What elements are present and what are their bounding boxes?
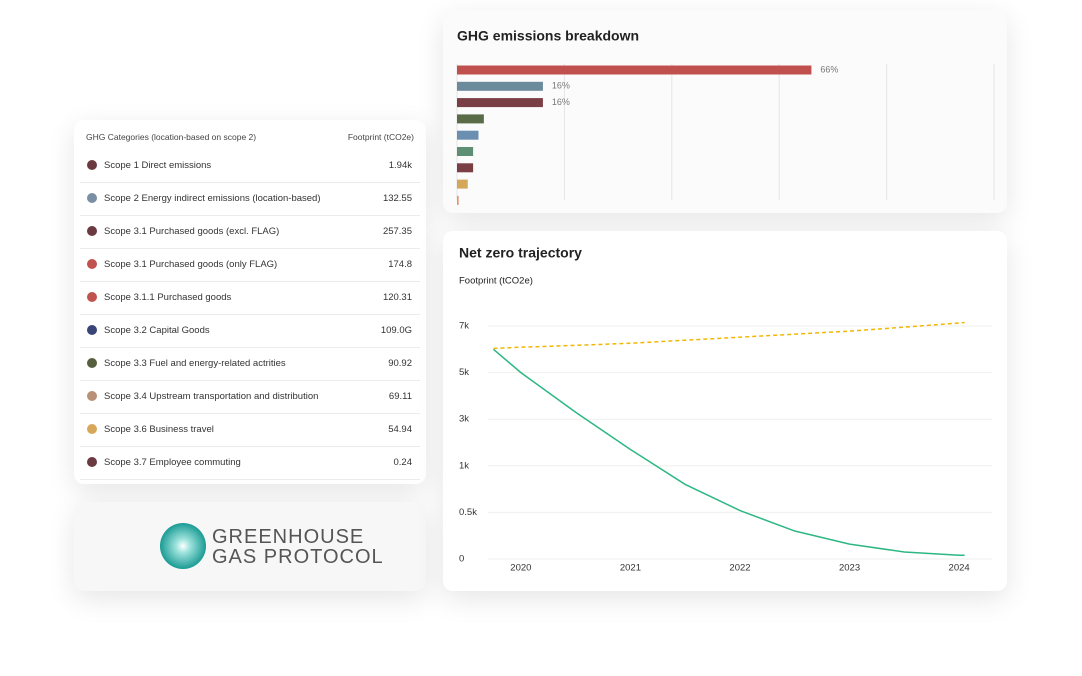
logo-text: GREENHOUSE GAS PROTOCOL [212, 527, 384, 567]
y-tick-label: 5k [459, 367, 469, 378]
y-tick-label: 7k [459, 321, 469, 332]
bar-chart: GHG emissions breakdown 66% 16% 16% [456, 28, 995, 205]
logo-line: GAS PROTOCOL [212, 546, 384, 568]
value-label: 16% [552, 97, 570, 107]
row-label: Scope 3.1.1 Purchased goods [104, 292, 232, 303]
value-label: 66% [820, 64, 838, 74]
color-dot [87, 325, 97, 335]
logo-card: GREENHOUSE GAS PROTOCOL [74, 502, 426, 591]
table-row: Scope 3.4 Upstream transportation and di… [80, 380, 420, 414]
color-dot [87, 193, 97, 203]
color-dot [87, 358, 97, 368]
x-tick-label: 2021 [620, 563, 641, 574]
row-label: Scope 1 Direct emissions [104, 160, 212, 171]
row-label: Scope 3.7 Employee commuting [104, 457, 241, 468]
bar [457, 163, 474, 173]
bar-card: GHG emissions breakdown 66% 16% 16% [443, 10, 1007, 213]
y-axis-label: Footprint (tCO2e) [459, 276, 533, 287]
bar [457, 195, 459, 205]
color-dot [87, 226, 97, 236]
row-label: Scope 3.2 Capital Goods [104, 325, 210, 336]
color-dot [87, 160, 97, 170]
y-tick-label: 1k [459, 460, 469, 471]
row-value: 109.0G [380, 325, 412, 336]
bar [457, 179, 468, 189]
logo-icon [160, 523, 206, 569]
table-row: Scope 3.1 Purchased goods (excl. FLAG) 25… [80, 215, 420, 249]
y-tick-label: 0.5k [459, 507, 477, 518]
row-value: 0.24 [393, 457, 413, 468]
x-tick-label: 2020 [510, 563, 531, 574]
line-chart: Net zero trajectory Footprint (tCO2e) 0 0… [459, 245, 992, 574]
row-value: 69.11 [388, 391, 412, 402]
color-dot [87, 457, 97, 467]
y-tick-label: 0 [459, 554, 464, 565]
table-row: Scope 3.1.1 Purchased goods 120.31 [80, 281, 420, 315]
row-value: 257.35 [382, 226, 412, 237]
table-row: Scope 1 Direct emissions 1.94k [80, 149, 420, 183]
chart-title: GHG emissions breakdown [457, 28, 639, 44]
table-row: Scope 3.2 Capital Goods 109.0G [80, 314, 420, 348]
row-label: Scope 3.1 Purchased goods (only FLAG) [104, 259, 278, 270]
table-row: Scope 3.6 Business travel 54.94 [80, 413, 420, 447]
row-value: 174.8 [388, 259, 412, 270]
table-header: Footprint (tCO2e) [347, 132, 414, 142]
row-value: 90.92 [388, 358, 412, 369]
bar [457, 98, 543, 108]
value-label: 16% [552, 81, 570, 91]
row-label: Scope 3.3 Fuel and energy-related actrit… [104, 358, 286, 369]
chart-title: Net zero trajectory [459, 245, 582, 261]
color-dot [87, 391, 97, 401]
table-row: Scope 2 Energy indirect emissions (locat… [80, 182, 420, 216]
row-label: Scope 3.6 Business travel [104, 424, 214, 435]
line-series [493, 321, 965, 350]
table-header: GHG Categories (location-based on scope … [86, 132, 257, 142]
bar [457, 65, 812, 75]
line-card: Net zero trajectory Footprint (tCO2e) 0 0… [443, 231, 1007, 591]
line-series [492, 348, 965, 557]
row-label: Scope 3.1 Purchased goods (excl. FLAG) [104, 226, 280, 237]
table-card: GHG Categories (location-based on scope … [74, 120, 426, 484]
table-row: Scope 3.3 Fuel and energy-related actrit… [80, 347, 420, 381]
row-value: 132.55 [382, 193, 412, 204]
x-tick-label: 2023 [839, 563, 860, 574]
row-value: 1.94k [388, 160, 412, 171]
bar [457, 147, 474, 156]
y-tick-label: 3k [459, 414, 469, 425]
color-dot [87, 424, 97, 434]
row-label: Scope 3.4 Upstream transportation and di… [104, 391, 319, 402]
row-label: Scope 2 Energy indirect emissions (locat… [104, 193, 321, 204]
row-value: 54.94 [388, 424, 412, 435]
bar [457, 114, 484, 124]
row-value: 120.31 [382, 292, 412, 303]
x-tick-label: 2022 [729, 563, 750, 574]
bar [457, 130, 479, 140]
bar [457, 81, 543, 91]
x-tick-label: 2024 [949, 563, 970, 574]
color-dot [87, 292, 97, 302]
color-dot [87, 259, 97, 269]
logo-line: GREENHOUSE [212, 526, 365, 548]
table-row: Scope 3.1 Purchased goods (only FLAG) 174… [80, 248, 420, 282]
table-row: Scope 3.7 Employee commuting 0.24 [80, 446, 420, 480]
